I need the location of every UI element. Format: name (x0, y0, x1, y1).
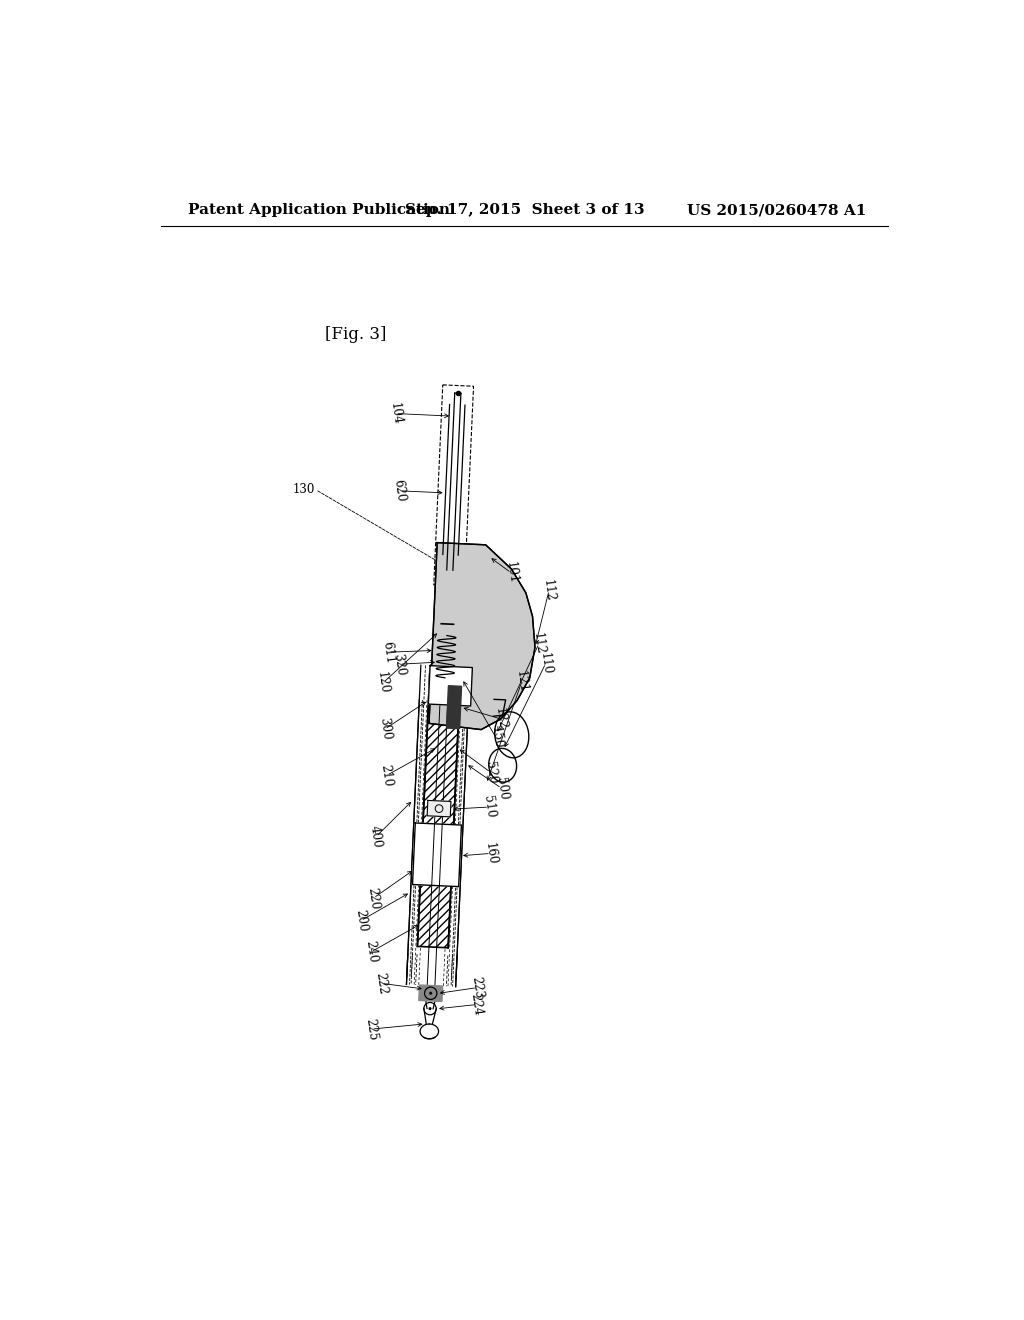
Polygon shape (413, 822, 462, 887)
Circle shape (429, 991, 432, 995)
Text: 200: 200 (353, 908, 369, 933)
Text: 222: 222 (373, 972, 389, 995)
Text: 320: 320 (391, 652, 408, 676)
Text: 220: 220 (366, 886, 381, 909)
Text: 120: 120 (375, 671, 391, 694)
Text: 620: 620 (391, 479, 408, 503)
Text: 150: 150 (488, 726, 504, 750)
Text: 400: 400 (368, 825, 384, 849)
Text: 510: 510 (481, 795, 498, 818)
Text: 210: 210 (379, 763, 394, 787)
Text: 224: 224 (468, 993, 484, 1016)
Text: 110: 110 (538, 651, 554, 675)
Text: 112: 112 (541, 578, 557, 602)
Text: [Fig. 3]: [Fig. 3] (325, 326, 386, 343)
Text: 160: 160 (483, 841, 499, 866)
Text: Patent Application Publication: Patent Application Publication (188, 203, 451, 216)
Text: 104: 104 (387, 401, 403, 425)
Text: 101: 101 (504, 561, 519, 585)
Text: 223: 223 (469, 975, 485, 999)
Text: 300: 300 (377, 717, 393, 741)
Polygon shape (428, 665, 472, 706)
Polygon shape (418, 669, 461, 948)
Polygon shape (427, 800, 451, 817)
Text: US 2015/0260478 A1: US 2015/0260478 A1 (686, 203, 866, 216)
Text: 240: 240 (362, 940, 379, 964)
Text: 500: 500 (494, 776, 510, 800)
Text: 130: 130 (292, 483, 314, 496)
Text: Sep. 17, 2015  Sheet 3 of 13: Sep. 17, 2015 Sheet 3 of 13 (404, 203, 645, 216)
Text: 520: 520 (482, 760, 499, 784)
Polygon shape (429, 543, 535, 730)
Text: 611: 611 (380, 640, 396, 664)
Text: 121: 121 (514, 669, 529, 693)
Polygon shape (419, 985, 442, 1002)
Polygon shape (442, 404, 465, 556)
Text: 112: 112 (531, 632, 547, 656)
Polygon shape (446, 685, 462, 729)
Text: 122: 122 (493, 708, 509, 731)
Text: 225: 225 (364, 1018, 379, 1041)
Circle shape (428, 1007, 431, 1010)
